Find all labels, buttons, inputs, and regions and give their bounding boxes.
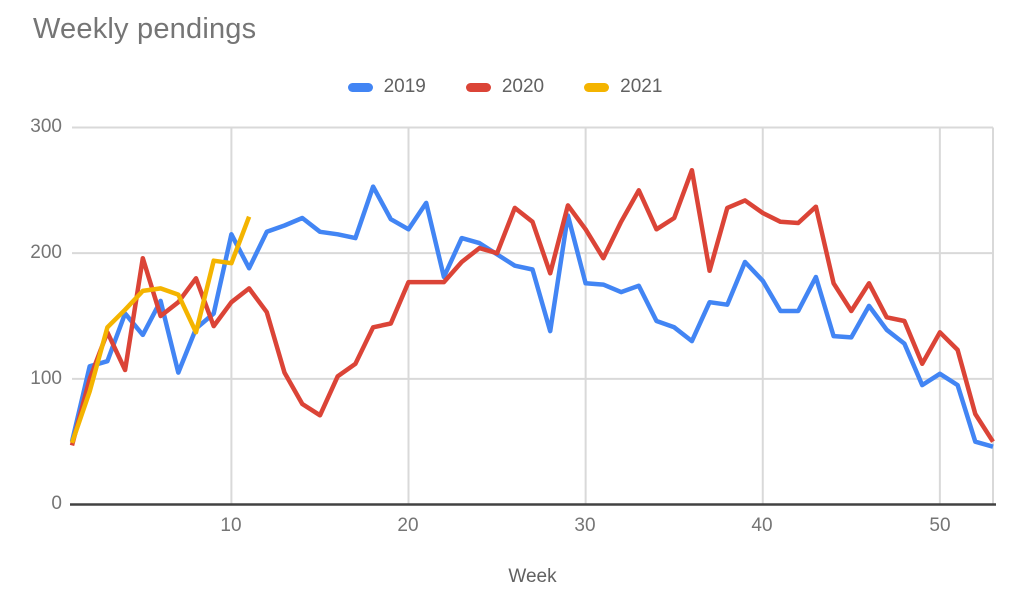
y-tick-100: 100: [30, 368, 62, 389]
x-tick-40: 40: [751, 515, 773, 536]
x-tick-20: 20: [397, 515, 419, 536]
legend-swatch-2020-icon: [465, 82, 491, 92]
series-line-2021: [69, 215, 252, 444]
y-tick-200: 200: [30, 242, 62, 263]
legend-item-2020[interactable]: 2020: [465, 76, 545, 98]
legend-swatch-2019-icon: [347, 82, 373, 92]
legend-item-2021[interactable]: 2021: [584, 76, 662, 98]
x-tick-10: 10: [220, 515, 242, 536]
legend-label-2019: 2019: [383, 76, 426, 97]
legend-label-2020: 2020: [501, 76, 545, 97]
legend-swatch-2021-icon: [584, 82, 610, 92]
y-tick-0: 0: [51, 493, 62, 514]
x-tick-30: 30: [574, 515, 596, 536]
legend: 2019 2020 2021: [0, 76, 1010, 98]
x-axis-title: Week: [508, 566, 557, 587]
series-line-2020: [69, 167, 995, 446]
legend-label-2021: 2021: [620, 76, 663, 97]
chart-title: Weekly pendings: [33, 13, 257, 45]
x-tick-50: 50: [929, 515, 951, 536]
y-tick-300: 300: [30, 116, 62, 137]
legend-item-2019[interactable]: 2019: [347, 76, 426, 98]
